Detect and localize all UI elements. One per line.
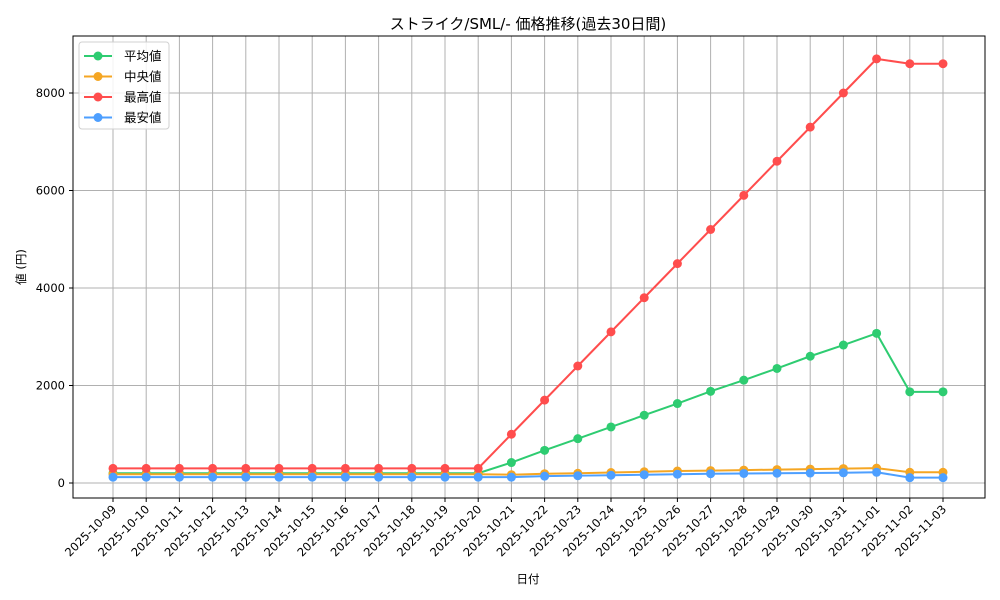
data-point <box>473 472 483 482</box>
data-point <box>108 472 118 482</box>
y-tick-label: 8000 <box>36 86 65 100</box>
data-point <box>606 422 616 432</box>
data-point <box>174 463 184 473</box>
data-point <box>208 463 218 473</box>
y-tick-label: 0 <box>58 476 65 490</box>
data-point <box>440 472 450 482</box>
data-point <box>938 473 948 483</box>
data-point <box>374 472 384 482</box>
legend-label: 中央値 <box>124 69 162 84</box>
data-point <box>739 190 749 200</box>
data-point <box>805 122 815 132</box>
y-axis-label: 値 (円) <box>14 249 28 285</box>
legend-label: 平均値 <box>124 49 162 64</box>
data-point <box>274 463 284 473</box>
data-point <box>407 463 417 473</box>
data-point <box>872 467 882 477</box>
data-point <box>473 463 483 473</box>
data-point <box>141 463 151 473</box>
series-2 <box>108 54 948 473</box>
data-point <box>573 434 583 444</box>
series-line <box>113 57 943 470</box>
legend-marker-icon <box>93 92 103 102</box>
data-point <box>340 463 350 473</box>
data-point <box>374 463 384 473</box>
data-point <box>905 387 915 397</box>
data-point <box>274 472 284 482</box>
data-point <box>141 472 151 482</box>
y-tick-label: 4000 <box>36 281 65 295</box>
data-point <box>108 463 118 473</box>
legend-label: 最高値 <box>124 90 162 105</box>
data-point <box>208 472 218 482</box>
data-point <box>639 470 649 480</box>
data-point <box>805 351 815 361</box>
data-point <box>672 469 682 479</box>
data-point <box>506 458 516 468</box>
data-point <box>174 472 184 482</box>
y-tick-label: 6000 <box>36 184 65 198</box>
data-point <box>506 472 516 482</box>
data-point <box>772 156 782 166</box>
series-line <box>113 332 943 475</box>
data-point <box>639 410 649 420</box>
data-point <box>606 327 616 337</box>
grid-lines <box>73 36 985 498</box>
data-point <box>872 328 882 338</box>
data-point <box>706 225 716 234</box>
data-point <box>739 468 749 478</box>
data-point <box>241 472 251 482</box>
data-point <box>307 472 317 482</box>
data-point <box>540 395 550 405</box>
data-point <box>838 468 848 478</box>
series-0 <box>108 328 948 478</box>
legend-box <box>78 41 170 130</box>
y-axis-ticks: 0 2000 4000 6000 8000 <box>36 86 73 490</box>
data-point <box>573 471 583 481</box>
series-layer <box>108 54 948 483</box>
data-point <box>838 340 848 350</box>
data-point <box>606 470 616 480</box>
y-tick-label: 2000 <box>36 379 65 393</box>
data-point <box>772 363 782 373</box>
data-point <box>905 59 915 69</box>
data-point <box>672 259 682 269</box>
data-point <box>241 463 251 473</box>
legend-label: 最安値 <box>124 110 162 125</box>
legend-marker-icon <box>93 51 103 61</box>
data-point <box>340 472 350 482</box>
data-point <box>506 429 516 439</box>
data-point <box>905 473 915 483</box>
x-axis-label: 日付 <box>517 572 540 586</box>
data-point <box>938 59 948 69</box>
data-point <box>672 399 682 409</box>
legend-marker-icon <box>93 72 103 81</box>
data-point <box>706 469 716 479</box>
data-point <box>440 463 450 473</box>
data-point <box>938 387 948 397</box>
series-3 <box>108 467 948 483</box>
data-point <box>540 471 550 481</box>
data-point <box>540 445 550 455</box>
series-line <box>113 471 943 479</box>
data-point <box>739 375 749 385</box>
legend-marker-icon <box>93 113 103 122</box>
chart-title: ストライク/SML/- 価格推移(過去30日間) <box>390 15 667 33</box>
data-point <box>872 54 882 64</box>
data-point <box>307 463 317 473</box>
data-point <box>772 468 782 478</box>
series-line <box>113 467 943 476</box>
data-point <box>805 468 815 478</box>
data-point <box>639 293 649 303</box>
data-point <box>407 472 417 482</box>
data-point <box>706 386 716 396</box>
data-point <box>838 88 848 98</box>
data-point <box>573 361 583 371</box>
plot-frame <box>72 35 986 499</box>
x-axis-ticks: 2025-10-092025-10-102025-10-112025-10-12… <box>62 498 949 559</box>
